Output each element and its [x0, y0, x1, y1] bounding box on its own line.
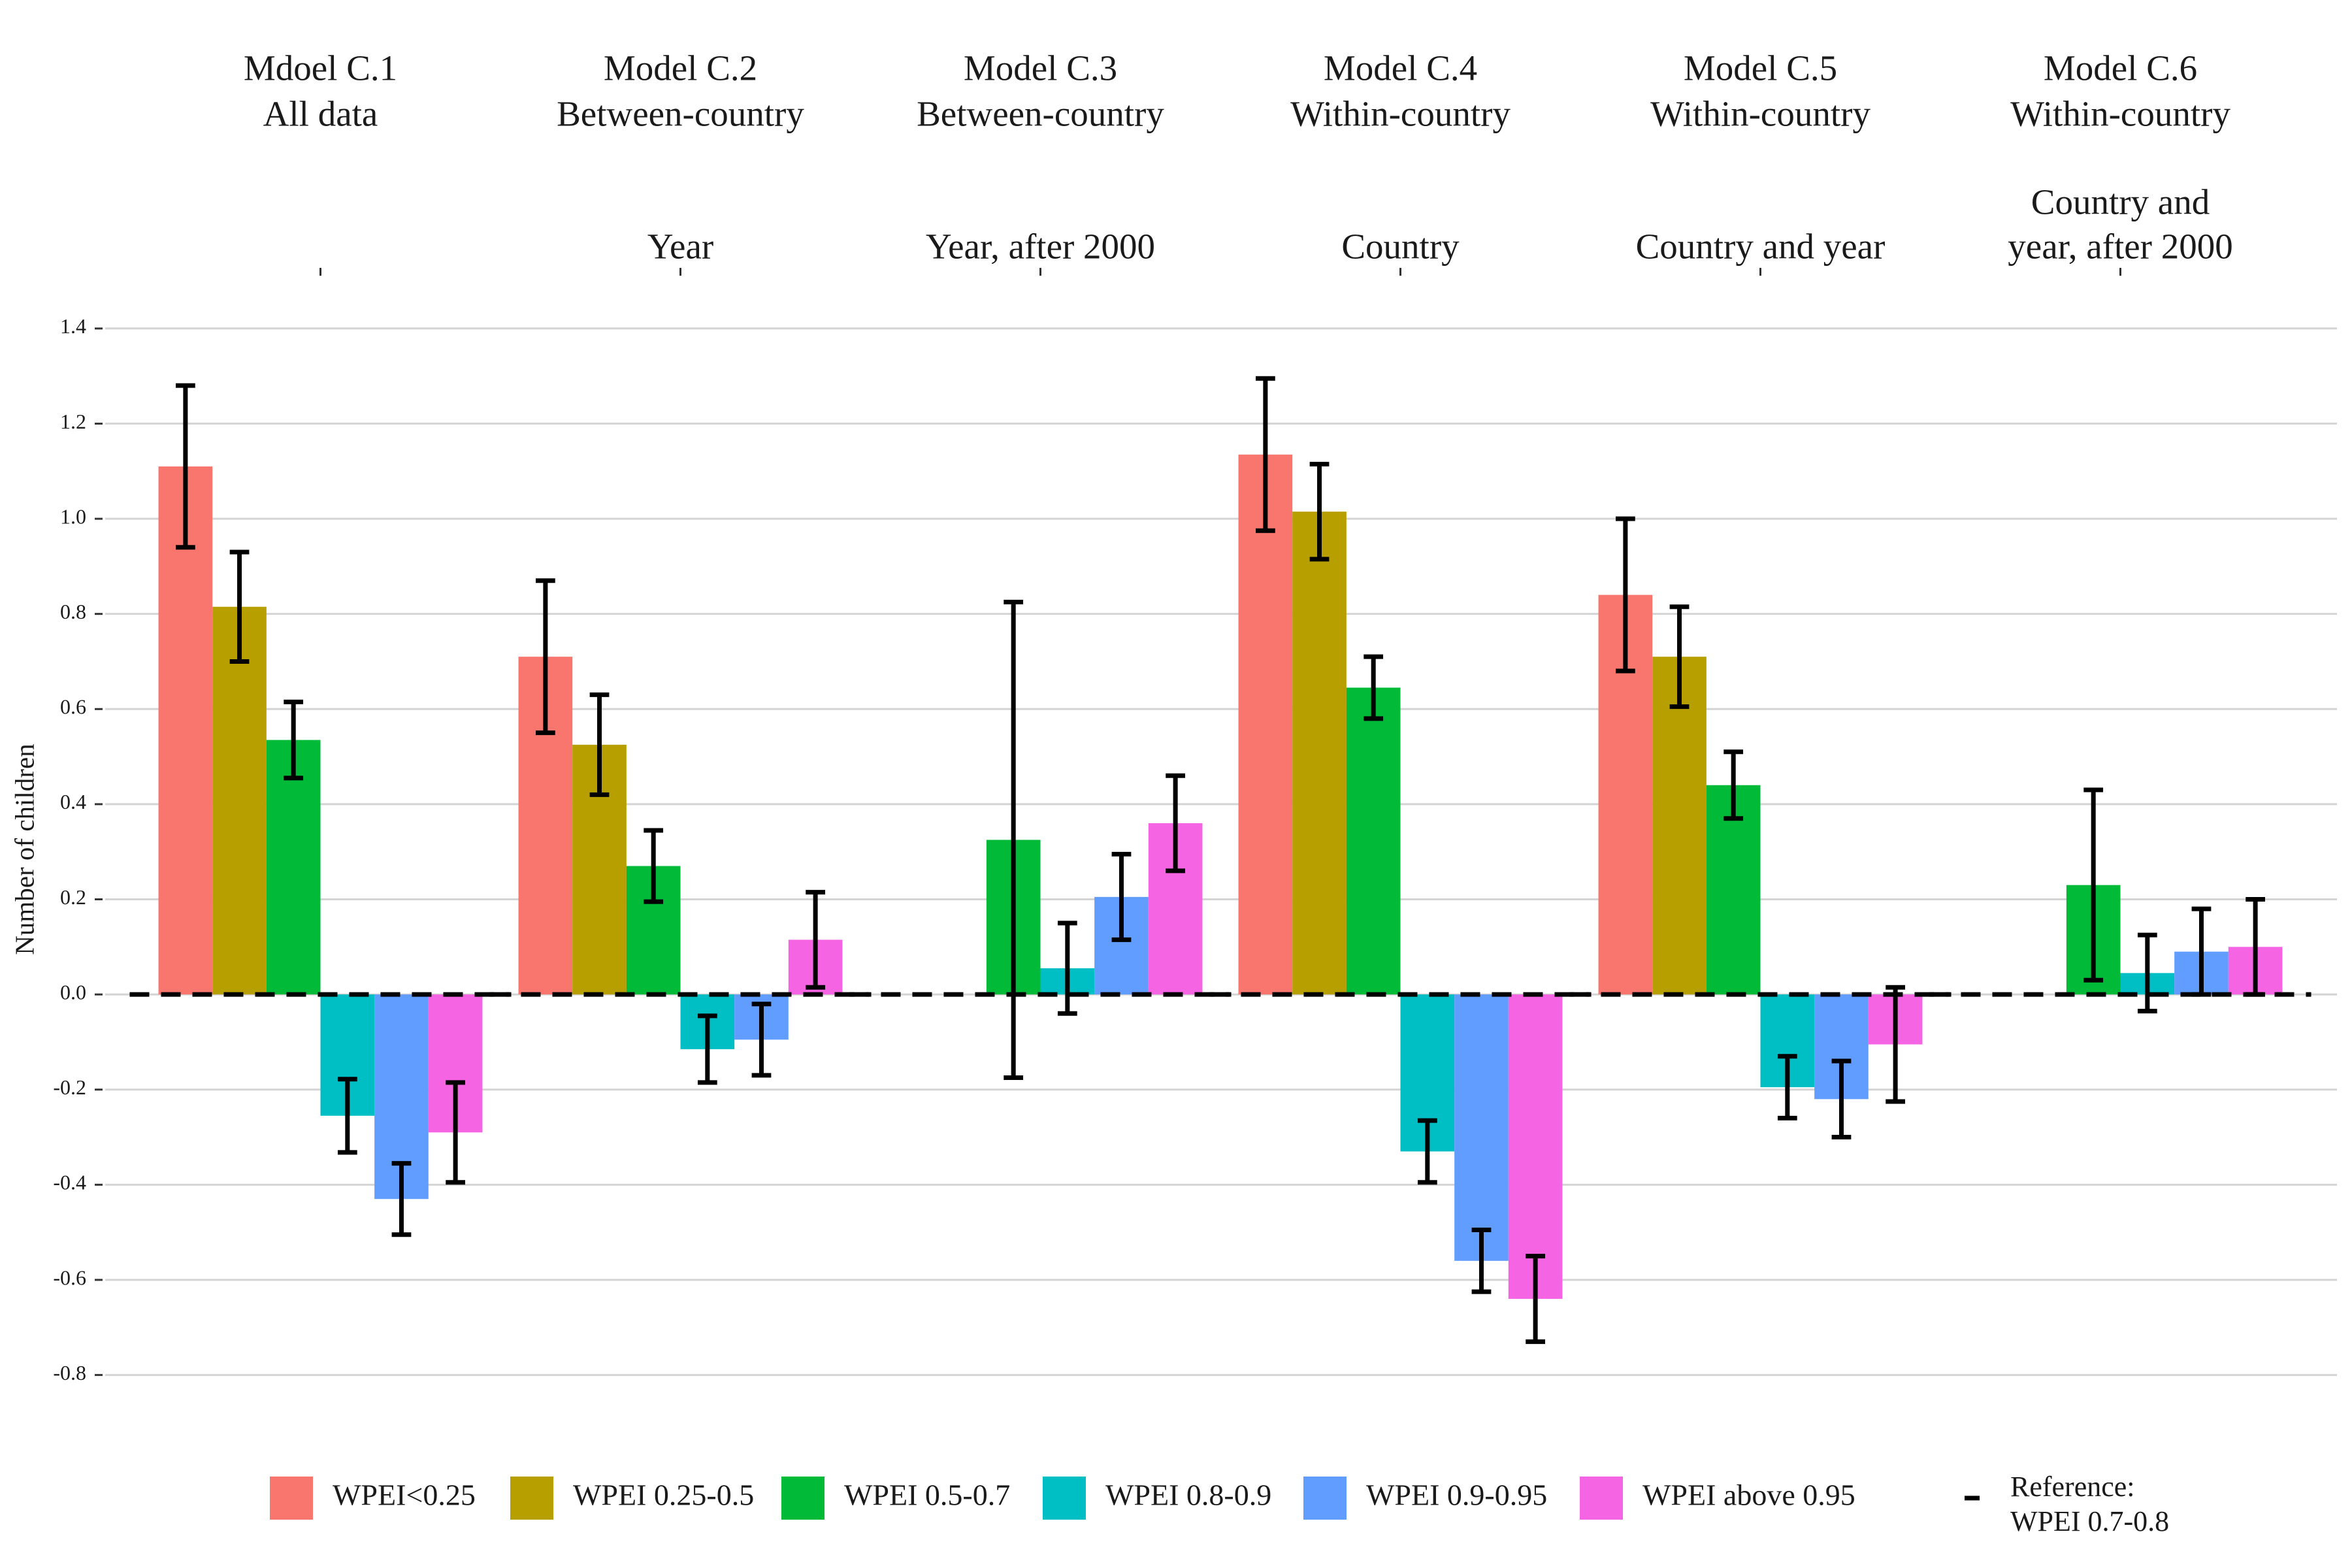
legend-reference-label: WPEI 0.7-0.8: [2010, 1505, 2169, 1537]
y-tick-label: -0.6: [53, 1266, 86, 1289]
error-bar: [1309, 461, 1330, 562]
error-bar: [535, 578, 555, 736]
category-note: Country and year: [1636, 227, 1886, 267]
category-subtitle: Within-country: [2010, 94, 2230, 134]
legend-key: [781, 1477, 825, 1520]
error-bar: [175, 383, 195, 550]
category-subtitle: Within-country: [1650, 94, 1870, 134]
legend-label: WPEI above 0.95: [1642, 1478, 1855, 1512]
error-bar: [391, 1161, 412, 1237]
error-bar: [1417, 1118, 1437, 1185]
legend-key: [1580, 1477, 1623, 1520]
legend-key: [1043, 1477, 1086, 1520]
category-note: year, after 2000: [2008, 227, 2232, 267]
error-bar: [751, 1002, 772, 1078]
y-axis-label: Number of children: [9, 743, 39, 955]
error-bar: [1886, 985, 1905, 1104]
error-bar: [1111, 851, 1132, 942]
y-tick-label: 1.4: [60, 314, 86, 338]
bar: [1238, 454, 1293, 995]
category-subtitle: All data: [263, 94, 378, 134]
y-tick-label: 0.8: [60, 600, 86, 623]
error-bar: [229, 549, 250, 664]
error-bar: [1166, 773, 1185, 874]
error-bar: [1723, 749, 1744, 821]
error-bar: [1526, 1254, 1545, 1345]
error-bar: [644, 828, 664, 904]
y-tick-label: 0.0: [60, 980, 86, 1004]
legend-key: [270, 1477, 313, 1520]
error-bar: [806, 890, 825, 990]
legend-label: WPEI 0.25-0.5: [573, 1478, 754, 1512]
category-title: Mdoel C.1: [244, 48, 397, 88]
error-bar: [337, 1077, 357, 1155]
error-bar: [589, 692, 610, 797]
y-tick-label: 1.2: [60, 410, 86, 433]
legend-label: WPEI 0.8-0.9: [1105, 1478, 1271, 1512]
legend-label: WPEI<0.25: [333, 1478, 476, 1512]
error-bar: [1669, 604, 1690, 710]
error-bar: [446, 1080, 466, 1185]
category-note: Country and: [2031, 182, 2210, 222]
bar: [212, 606, 267, 995]
category-title: Model C.2: [604, 48, 757, 88]
y-tick-label: -0.8: [53, 1361, 86, 1384]
legend-label: WPEI 0.5-0.7: [844, 1478, 1010, 1512]
category-note: Country: [1341, 227, 1460, 267]
error-bar: [1616, 516, 1635, 674]
category-title: Model C.4: [1324, 48, 1477, 88]
bar: [1508, 994, 1563, 1299]
bar: [1652, 657, 1707, 995]
legend-key: [510, 1477, 553, 1520]
error-bar: [2083, 787, 2104, 983]
error-bar: [1004, 599, 1024, 1081]
error-bar: [1471, 1228, 1492, 1294]
category-subtitle: Between-country: [557, 94, 804, 134]
y-tick-label: 0.2: [60, 885, 86, 909]
category-title: Model C.6: [2044, 48, 2197, 88]
category-note: Year: [647, 227, 713, 267]
legend-reference-label: Reference:: [2010, 1471, 2135, 1503]
bar: [1292, 512, 1347, 995]
y-tick-label: 0.6: [60, 695, 86, 719]
error-bar: [284, 699, 304, 781]
category-note: Year, after 2000: [926, 227, 1155, 267]
bar: [1454, 994, 1509, 1261]
bar: [266, 740, 321, 995]
error-bar: [2137, 932, 2157, 1014]
y-tick-label: -0.4: [53, 1171, 86, 1194]
error-bar: [1364, 654, 1384, 721]
error-bar: [697, 1013, 717, 1085]
category-subtitle: Within-country: [1290, 94, 1511, 134]
legend-key: [1303, 1477, 1347, 1520]
category-subtitle: Between-country: [917, 94, 1164, 134]
error-bar: [1256, 376, 1275, 533]
error-bar: [1831, 1058, 1852, 1140]
y-tick-label: 0.4: [60, 790, 86, 813]
y-tick-label: 1.0: [60, 504, 86, 528]
legend-label: WPEI 0.9-0.95: [1366, 1478, 1547, 1512]
error-bar: [1057, 921, 1077, 1016]
bar: [158, 466, 213, 995]
error-bar: [1777, 1054, 1797, 1120]
bar: [1346, 687, 1401, 995]
category-title: Model C.5: [1684, 48, 1837, 88]
category-title: Model C.3: [964, 48, 1117, 88]
y-tick-label: -0.2: [53, 1075, 86, 1099]
